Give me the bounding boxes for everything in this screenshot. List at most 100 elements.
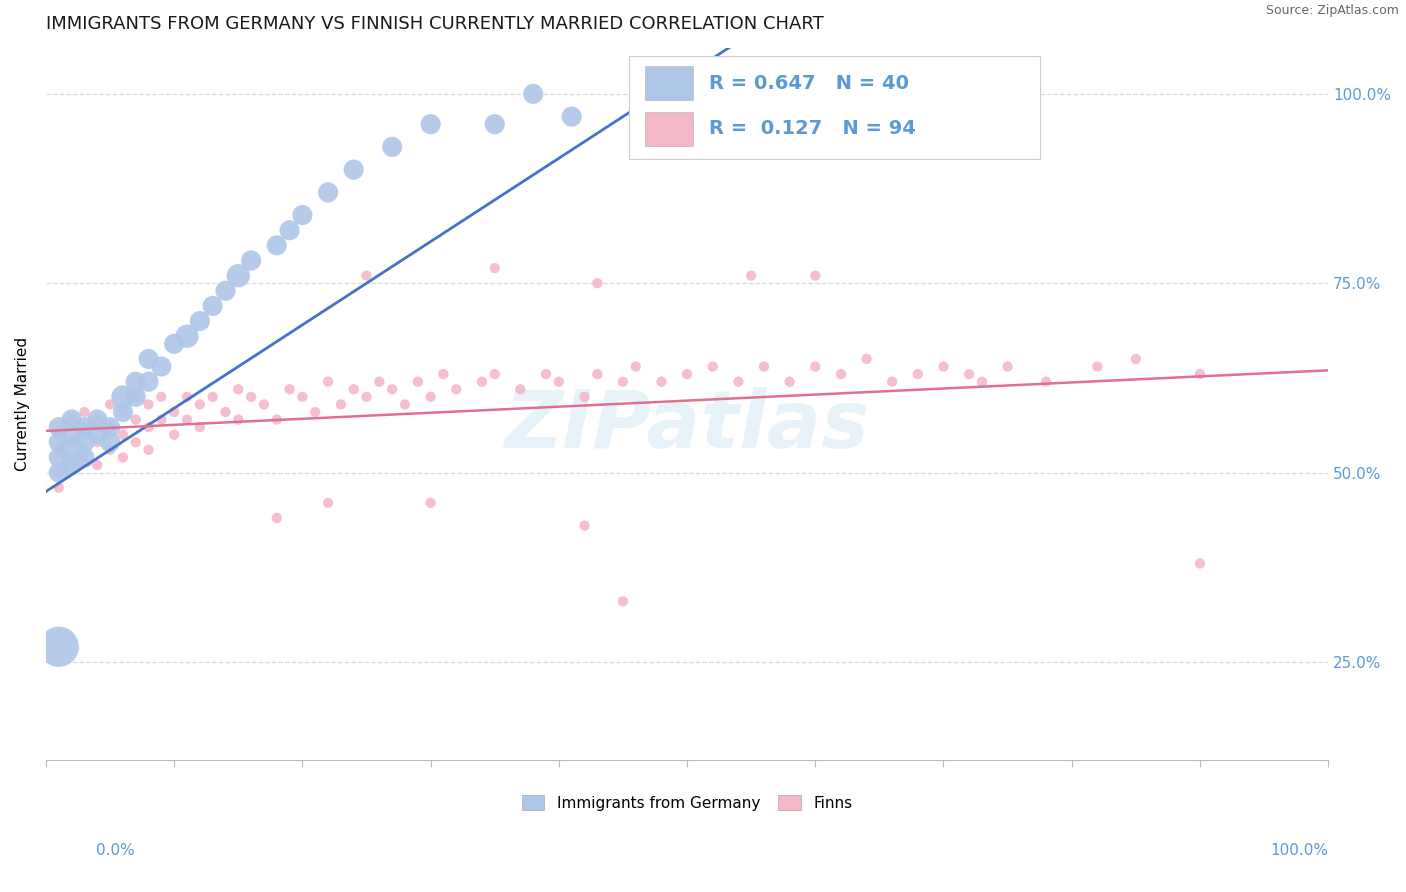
Point bbox=[48, 481, 70, 495]
Point bbox=[150, 390, 173, 404]
Point bbox=[804, 268, 827, 283]
Point bbox=[779, 375, 801, 389]
Point bbox=[534, 367, 557, 381]
Text: 100.0%: 100.0% bbox=[1271, 843, 1329, 858]
Point bbox=[125, 390, 148, 404]
Point bbox=[612, 375, 634, 389]
Point bbox=[188, 314, 211, 328]
Point bbox=[432, 367, 454, 381]
Point bbox=[484, 261, 506, 276]
Point bbox=[111, 427, 134, 442]
Point bbox=[111, 405, 134, 419]
Point bbox=[150, 359, 173, 374]
Point bbox=[240, 253, 263, 268]
Point bbox=[60, 412, 83, 426]
Point bbox=[446, 382, 468, 396]
Point bbox=[111, 450, 134, 465]
Point bbox=[304, 405, 326, 419]
Point bbox=[1188, 367, 1211, 381]
Point bbox=[316, 496, 339, 510]
Point bbox=[970, 375, 993, 389]
Point bbox=[612, 594, 634, 608]
Point bbox=[586, 367, 609, 381]
Point bbox=[624, 359, 647, 374]
Legend: Immigrants from Germany, Finns: Immigrants from Germany, Finns bbox=[516, 789, 859, 817]
Point bbox=[226, 268, 249, 283]
Point bbox=[266, 511, 288, 525]
Point bbox=[471, 375, 494, 389]
Point bbox=[676, 367, 699, 381]
Point bbox=[316, 186, 339, 200]
Point bbox=[48, 435, 70, 450]
Point bbox=[48, 450, 70, 465]
Point bbox=[73, 420, 96, 434]
Point bbox=[650, 375, 672, 389]
Point bbox=[60, 435, 83, 450]
Bar bbox=[645, 112, 693, 146]
Point bbox=[60, 458, 83, 472]
Point bbox=[702, 359, 724, 374]
Point bbox=[188, 420, 211, 434]
Point bbox=[73, 420, 96, 434]
Point bbox=[830, 367, 852, 381]
Point bbox=[226, 412, 249, 426]
Point bbox=[214, 284, 236, 298]
Text: 0.0%: 0.0% bbox=[96, 843, 135, 858]
Point bbox=[163, 405, 186, 419]
Point bbox=[266, 238, 288, 252]
Point bbox=[343, 162, 366, 177]
Point bbox=[138, 420, 160, 434]
Point bbox=[48, 466, 70, 480]
Point bbox=[316, 375, 339, 389]
Point bbox=[957, 367, 980, 381]
FancyBboxPatch shape bbox=[630, 55, 1039, 159]
Point bbox=[368, 375, 391, 389]
Point bbox=[406, 375, 429, 389]
Point bbox=[125, 375, 148, 389]
Point bbox=[163, 427, 186, 442]
Point bbox=[561, 110, 583, 124]
Point bbox=[1035, 375, 1057, 389]
Point bbox=[138, 351, 160, 366]
Point bbox=[932, 359, 955, 374]
Point bbox=[86, 412, 108, 426]
Point bbox=[509, 382, 531, 396]
Point bbox=[188, 397, 211, 411]
Point bbox=[522, 87, 544, 101]
Point bbox=[48, 466, 70, 480]
Point bbox=[138, 397, 160, 411]
Point bbox=[86, 458, 108, 472]
Point bbox=[419, 117, 441, 131]
Point bbox=[855, 351, 877, 366]
Point bbox=[98, 397, 121, 411]
Point bbox=[574, 518, 596, 533]
Point bbox=[278, 382, 301, 396]
Point bbox=[291, 208, 314, 222]
Y-axis label: Currently Married: Currently Married bbox=[15, 337, 30, 472]
Point bbox=[48, 640, 70, 654]
Point bbox=[60, 442, 83, 457]
Point bbox=[60, 458, 83, 472]
Point bbox=[86, 427, 108, 442]
Point bbox=[73, 450, 96, 465]
Point bbox=[176, 412, 198, 426]
Point bbox=[343, 382, 366, 396]
Point bbox=[98, 435, 121, 450]
Text: IMMIGRANTS FROM GERMANY VS FINNISH CURRENTLY MARRIED CORRELATION CHART: IMMIGRANTS FROM GERMANY VS FINNISH CURRE… bbox=[46, 15, 824, 33]
Text: R =  0.127   N = 94: R = 0.127 N = 94 bbox=[709, 120, 915, 138]
Point bbox=[214, 405, 236, 419]
Point bbox=[138, 375, 160, 389]
Bar bbox=[645, 66, 693, 101]
Text: Source: ZipAtlas.com: Source: ZipAtlas.com bbox=[1265, 4, 1399, 18]
Text: R = 0.647   N = 40: R = 0.647 N = 40 bbox=[709, 74, 908, 93]
Point bbox=[98, 442, 121, 457]
Point bbox=[73, 405, 96, 419]
Point bbox=[574, 390, 596, 404]
Point bbox=[394, 397, 416, 411]
Point bbox=[381, 382, 404, 396]
Point bbox=[1125, 351, 1147, 366]
Point bbox=[882, 375, 904, 389]
Point bbox=[419, 496, 441, 510]
Point bbox=[997, 359, 1019, 374]
Point bbox=[329, 397, 352, 411]
